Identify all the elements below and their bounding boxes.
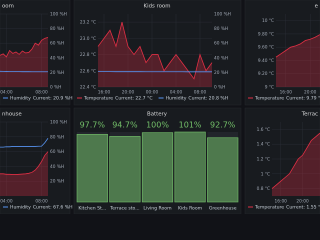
series-line xyxy=(271,132,320,189)
y2-tick-label: 80 %H xyxy=(214,26,228,32)
legend-name: Humidity xyxy=(166,96,187,102)
legend-name: Temperature xyxy=(254,96,284,102)
panel-title: e xyxy=(315,4,319,10)
series-line xyxy=(0,138,49,148)
y2-tick-label: 80 %H xyxy=(50,134,64,140)
x-tick-label: 04:00 xyxy=(0,199,13,205)
legend-current: Current: 67.6 %H xyxy=(33,205,73,211)
legend-name: Temperature xyxy=(254,205,284,211)
gauge-bar xyxy=(141,132,174,203)
y-tick-label: 22.4 °C xyxy=(80,85,96,91)
series-line xyxy=(0,151,49,175)
y-tick-label: 22.6 °C xyxy=(80,68,96,74)
gauge-label: Living Room xyxy=(143,206,172,212)
dashboard: oom 0 %H 20 %H 40 %H 60 %H 80 %H 100 %H 04:00 08… xyxy=(0,0,320,214)
y2-tick-label: 100 %H xyxy=(50,120,67,126)
y2-tick-label: 20 %H xyxy=(50,70,64,76)
panel xyxy=(0,107,71,214)
panel-title: Battery xyxy=(147,112,168,118)
gauge-label: Greenhouse xyxy=(209,206,237,212)
legend-current: Current: 20.9 %H xyxy=(33,96,73,102)
x-tick-label: 08:00 xyxy=(35,199,48,205)
legend-current: Current: 1.55 °C xyxy=(286,205,320,211)
y-tick-label: 23.2 °C xyxy=(80,20,96,26)
gauge-label: Kitchen St... xyxy=(78,206,106,212)
y-tick-label: 9 °C xyxy=(265,85,274,91)
gauge-value: 97.7% xyxy=(80,121,106,130)
x-tick-label: 16:00 xyxy=(280,90,293,96)
legend-name: Temperature xyxy=(83,96,113,102)
y-tick-label: 9.20 °C xyxy=(258,71,274,77)
legend-name: Humidity xyxy=(10,96,31,102)
y2-tick-label: 100 %H xyxy=(50,12,67,18)
gauge-value: 100% xyxy=(146,121,169,130)
series-line xyxy=(97,22,213,80)
gauge-bar xyxy=(207,137,239,203)
gauge-label: Kids Room xyxy=(178,206,203,212)
y2-tick-label: 60 %H xyxy=(214,41,228,47)
x-tick-label: 20:00 xyxy=(304,90,317,96)
y-tick-label: 22.8 °C xyxy=(80,52,96,58)
area-fill xyxy=(0,151,48,196)
panel xyxy=(73,0,242,106)
area-fill xyxy=(98,22,212,87)
y2-tick-label: 80 %H xyxy=(50,26,64,32)
y-tick-label: 1.6 °C xyxy=(257,127,270,133)
gauge-value: 101% xyxy=(179,121,202,130)
gauge-bar xyxy=(76,133,108,203)
gauge-bar xyxy=(174,131,206,203)
gauge-value: 94.7% xyxy=(112,121,138,130)
x-tick-label: 00:00 xyxy=(146,90,159,96)
panel-title: Terrac xyxy=(301,112,318,118)
x-tick-label: 04:00 xyxy=(0,90,13,96)
area-fill xyxy=(276,34,320,87)
legend-current: Current: 20.8 %H xyxy=(188,96,228,102)
area-fill xyxy=(0,37,48,87)
x-tick-label: 20:00 xyxy=(296,199,309,205)
panel-title: oom xyxy=(2,4,14,10)
x-tick-label: 16:00 xyxy=(275,199,288,205)
y-tick-label: 1.4 °C xyxy=(257,142,270,148)
legend-current: Current: 22.7 °C xyxy=(115,96,152,102)
gauge-bar xyxy=(109,136,141,203)
y-tick-label: 9.80 °C xyxy=(258,31,274,37)
panel-title: nhouse xyxy=(2,112,22,118)
y-tick-label: 1 °C xyxy=(261,171,270,177)
y2-tick-label: 0 %H xyxy=(214,85,225,91)
y2-tick-label: 20 %H xyxy=(50,179,64,185)
y2-tick-label: 60 %H xyxy=(50,41,64,47)
area-fill xyxy=(272,133,320,196)
gauge-value: 92.7% xyxy=(210,121,236,130)
y2-tick-label: 20 %H xyxy=(214,70,228,76)
y-tick-label: 10 °C xyxy=(262,18,274,24)
y-tick-label: 0.8 °C xyxy=(257,186,270,192)
x-tick-label: 04:00 xyxy=(170,90,183,96)
y-tick-label: 1.2 °C xyxy=(257,157,270,163)
y-tick-label: 9.60 °C xyxy=(258,45,274,51)
y2-tick-label: 0 %H xyxy=(50,85,61,91)
gauge-label: Terrace sto... xyxy=(109,206,139,212)
y-tick-label: 9.40 °C xyxy=(258,58,274,64)
legend-name: Humidity xyxy=(10,205,31,211)
y-tick-label: 23.0 °C xyxy=(80,36,96,42)
legend-current: Current: 9.79 °C xyxy=(286,96,320,102)
panel-title: Kids room xyxy=(144,4,171,10)
series-line xyxy=(275,34,320,58)
y2-tick-label: 40 %H xyxy=(214,55,228,61)
y2-tick-label: 60 %H xyxy=(50,149,64,155)
series-line xyxy=(0,36,49,58)
y2-tick-label: 100 %H xyxy=(214,12,231,18)
x-tick-label: 08:00 xyxy=(194,90,207,96)
panel xyxy=(244,107,320,214)
x-tick-label: 20:00 xyxy=(122,90,135,96)
y2-tick-label: 40 %H xyxy=(50,55,64,61)
y2-tick-label: 40 %H xyxy=(50,164,64,170)
x-tick-label: 08:00 xyxy=(35,90,48,96)
x-tick-label: 16:00 xyxy=(98,90,111,96)
